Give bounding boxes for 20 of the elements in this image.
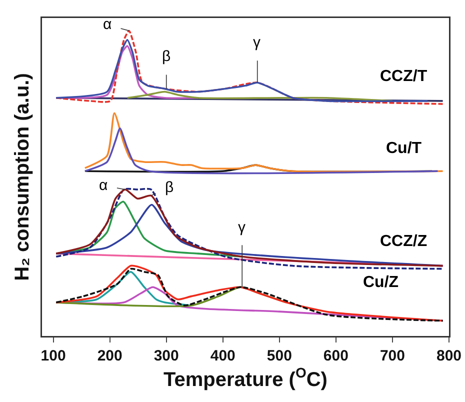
x-tick-label: 500: [266, 348, 292, 364]
annotation: α: [103, 16, 112, 33]
x-tick-label: 700: [380, 348, 405, 364]
x-tick-label: 600: [323, 348, 348, 364]
x-tick-label: 200: [97, 348, 122, 364]
annotation: CCZ/T: [380, 68, 428, 85]
x-axis-title: Temperature ($^{O}$C): [164, 364, 328, 391]
annotation: CCZ/Z: [380, 233, 428, 250]
annotation: γ: [238, 219, 246, 236]
annotation: α: [99, 177, 108, 194]
annotation: Cu/Z: [363, 274, 399, 291]
x-tick-label: 100: [40, 348, 66, 364]
x-tick-label: 400: [210, 348, 236, 364]
annotation: β: [165, 179, 174, 196]
x-tick-label: 300: [154, 348, 179, 364]
annotation: β: [162, 48, 171, 65]
annotation: γ: [253, 34, 261, 51]
y-axis-title: H₂ consumption (a.u.): [11, 73, 34, 281]
annotation: Cu/T: [386, 140, 422, 157]
x-tick-label: 800: [436, 348, 462, 364]
